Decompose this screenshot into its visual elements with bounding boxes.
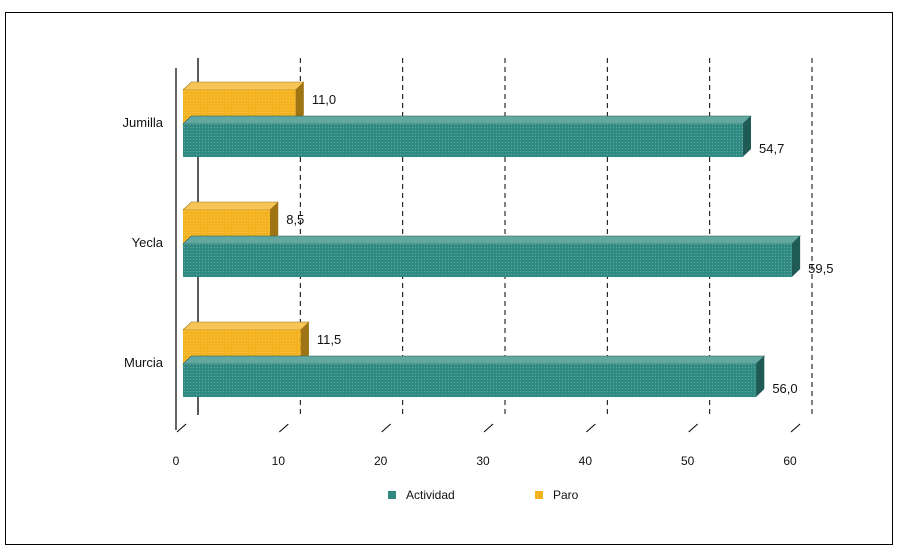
legend-swatch — [388, 491, 396, 499]
x-floor-tick — [483, 423, 494, 433]
data-label: 11,0 — [312, 92, 336, 107]
legend-swatch — [535, 491, 543, 499]
x-floor-tick — [279, 423, 289, 433]
bar-texture — [183, 244, 792, 277]
x-floor-tick — [586, 423, 596, 433]
x-tick-label: 40 — [579, 454, 593, 468]
category-label: Yecla — [132, 235, 164, 250]
data-label: 59,5 — [808, 261, 833, 276]
bar-top-face — [182, 81, 305, 91]
category-label: Jumilla — [123, 115, 164, 130]
bar-texture — [183, 124, 743, 157]
legend-label: Paro — [553, 488, 579, 502]
x-floor-tick — [176, 423, 187, 433]
x-floor-tick — [381, 423, 391, 433]
x-floor-tick — [790, 423, 801, 433]
data-label: 8,5 — [286, 212, 304, 227]
x-tick-label: 10 — [272, 454, 286, 468]
bar-side-face — [791, 236, 801, 277]
legend-label: Actividad — [406, 488, 455, 502]
bar-top-face — [182, 355, 766, 365]
bar-side-face — [295, 82, 304, 123]
x-floor-tick — [688, 423, 698, 433]
bar-side-face — [269, 202, 279, 243]
x-tick-label: 30 — [476, 454, 490, 468]
data-label: 11,5 — [317, 332, 341, 347]
data-label: 54,7 — [759, 141, 784, 156]
chart-frame — [5, 12, 893, 545]
bar-side-face — [756, 356, 765, 397]
category-label: Murcia — [124, 355, 164, 370]
bar-texture — [183, 364, 757, 397]
bar-side-face — [300, 322, 309, 363]
bar-top-face — [182, 235, 801, 245]
bar-top-face — [182, 321, 310, 331]
x-tick-label: 20 — [374, 454, 388, 468]
bar-top-face — [182, 115, 752, 125]
x-tick-label: 0 — [173, 454, 180, 468]
x-tick-label: 50 — [681, 454, 695, 468]
x-tick-label: 60 — [783, 454, 797, 468]
data-label: 56,0 — [772, 381, 797, 396]
bar-side-face — [742, 116, 752, 157]
bar-top-face — [182, 201, 279, 211]
